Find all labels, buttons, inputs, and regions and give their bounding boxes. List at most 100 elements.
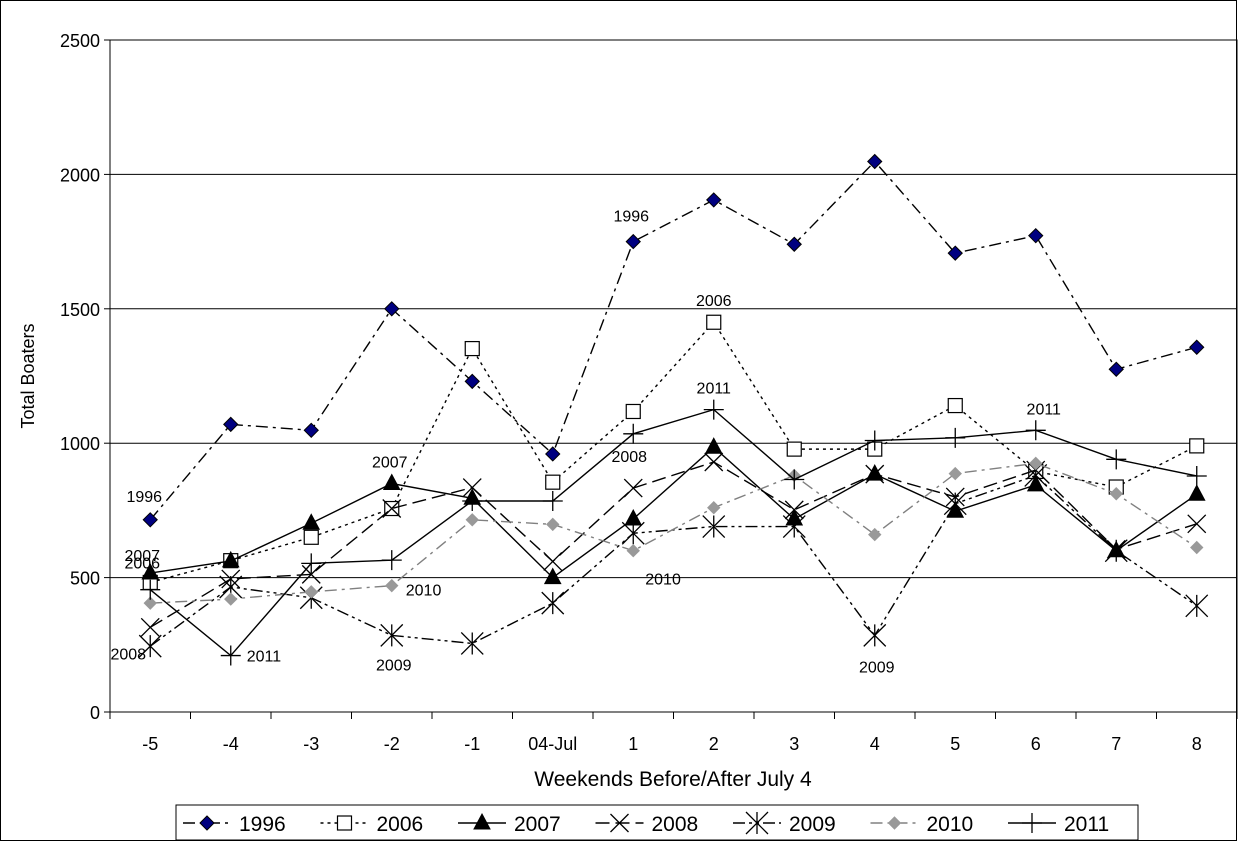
data-point-1996-2 (706, 192, 722, 208)
legend-item-2009: 2009 (733, 811, 836, 836)
series-2011 (140, 399, 1207, 666)
legend-marker-2006-shape (336, 815, 353, 831)
x-tick-label: 6 (1031, 734, 1041, 754)
legend-marker-2011-shape (1022, 813, 1042, 833)
data-point-2008-4 (865, 464, 885, 484)
data-point-2011--3-shape (301, 553, 322, 574)
data-point-2008-8 (1187, 514, 1207, 534)
legend-label: 2006 (377, 813, 424, 836)
data-point-1996-6-shape (1028, 227, 1044, 244)
x-tick-label: 2 (709, 734, 719, 754)
annotation-label: 2006 (696, 293, 732, 310)
data-point-2011--4-shape (220, 645, 241, 666)
x-tick-label: 7 (1111, 734, 1121, 754)
data-point-2010--5 (143, 596, 157, 610)
data-point-2011-2-shape (703, 399, 724, 420)
data-point-2008-3 (784, 500, 804, 520)
data-point-2009--2 (380, 623, 404, 647)
data-point-2011--2-shape (381, 550, 402, 571)
legend-marker-1996 (199, 815, 215, 831)
data-point-2011-04-Jul-shape (542, 490, 563, 511)
annotation-label: 1996 (126, 489, 162, 506)
data-point-2006-5 (947, 397, 963, 414)
data-point-2008-8-shape (1187, 514, 1207, 534)
legend-label: 2010 (927, 813, 974, 836)
legend-label: 2007 (514, 813, 561, 836)
annotation-label: 2009 (859, 659, 895, 676)
annotation-label: 2006 (124, 555, 160, 572)
data-point-2010-7-shape (1109, 487, 1123, 501)
data-point-2007-04-Jul (543, 567, 562, 585)
data-point-2007--4 (221, 550, 240, 568)
legend-label: 2009 (789, 813, 836, 836)
data-point-2006--1 (464, 340, 480, 357)
data-point-2008-04-Jul (543, 552, 563, 571)
data-point-2007--3 (302, 513, 321, 530)
data-point-1996--1-shape (464, 373, 480, 390)
data-point-2009--1 (460, 631, 484, 655)
data-point-2009-4-shape (863, 623, 887, 647)
data-point-2010-1 (626, 544, 640, 558)
x-tick-label: 1 (628, 734, 638, 754)
data-point-1996--1 (464, 373, 480, 390)
data-point-2011--2 (381, 550, 402, 571)
data-point-1996-04-Jul (545, 446, 561, 462)
data-point-2008--2-shape (382, 499, 402, 518)
data-point-2008-04-Jul-shape (543, 552, 563, 571)
data-point-1996-6 (1028, 227, 1044, 244)
legend-marker-2010 (887, 816, 902, 830)
x-tick-label: 3 (789, 734, 799, 754)
data-point-2010-04-Jul-shape (546, 517, 560, 532)
data-point-1996--2 (384, 301, 400, 317)
data-point-2011--4 (220, 645, 241, 666)
data-point-2011-1-shape (623, 423, 644, 444)
data-point-2010-04-Jul (546, 517, 560, 532)
data-point-2011--3 (301, 553, 322, 574)
data-point-2008-1 (623, 478, 643, 498)
y-tick-label: 1000 (60, 434, 100, 454)
x-tick-label: 04-Jul (528, 734, 577, 754)
data-point-2006-5-shape (947, 397, 963, 414)
data-point-2010-1-shape (626, 544, 640, 558)
data-point-2010-4 (868, 527, 882, 542)
x-tick-label: -5 (142, 734, 158, 754)
data-point-1996-1 (625, 233, 641, 250)
data-point-2009-8 (1185, 594, 1209, 618)
data-point-2009-2-shape (702, 515, 726, 538)
legend-marker-2009 (745, 811, 769, 835)
data-point-2010--4-shape (224, 592, 238, 606)
data-point-2010-5-shape (948, 466, 962, 481)
annotation-label: 2011 (247, 649, 282, 666)
data-point-2011-6 (1025, 420, 1046, 441)
legend-marker-2011 (1022, 813, 1042, 833)
data-point-2011-3-shape (784, 469, 805, 490)
data-point-2010--3-shape (304, 585, 318, 599)
data-point-2008-2 (704, 452, 724, 472)
data-point-2006-1-shape (625, 403, 641, 420)
data-point-2010-8-shape (1190, 540, 1204, 555)
x-tick-label: -3 (303, 734, 319, 754)
data-point-2009-04-Jul (541, 591, 565, 615)
data-point-2007--2 (382, 473, 401, 491)
data-point-1996--4-shape (223, 416, 239, 433)
data-point-2010--5-shape (143, 596, 157, 610)
data-point-2010-7 (1109, 487, 1123, 501)
data-point-1996--5-shape (142, 512, 158, 528)
legend-item-2011: 2011 (1008, 813, 1109, 836)
data-point-2009-4 (863, 623, 887, 647)
data-point-2008--3-shape (301, 564, 321, 584)
data-point-2007--5-shape (141, 562, 160, 580)
legend-marker-2008-shape (610, 813, 629, 833)
data-point-2006-3-shape (786, 441, 802, 457)
data-point-1996--3 (303, 422, 319, 439)
data-point-2006-2 (706, 314, 722, 330)
series-line-2011 (149, 408, 1197, 657)
data-point-2011-6-shape (1025, 420, 1046, 441)
legend-marker-2007 (473, 812, 491, 830)
data-point-1996-5 (947, 245, 963, 261)
data-point-1996--3-shape (303, 422, 319, 439)
legend: 1996 2006 2007 2008 2009 2010 2011 (175, 804, 1139, 841)
data-point-2008--3 (301, 564, 321, 584)
